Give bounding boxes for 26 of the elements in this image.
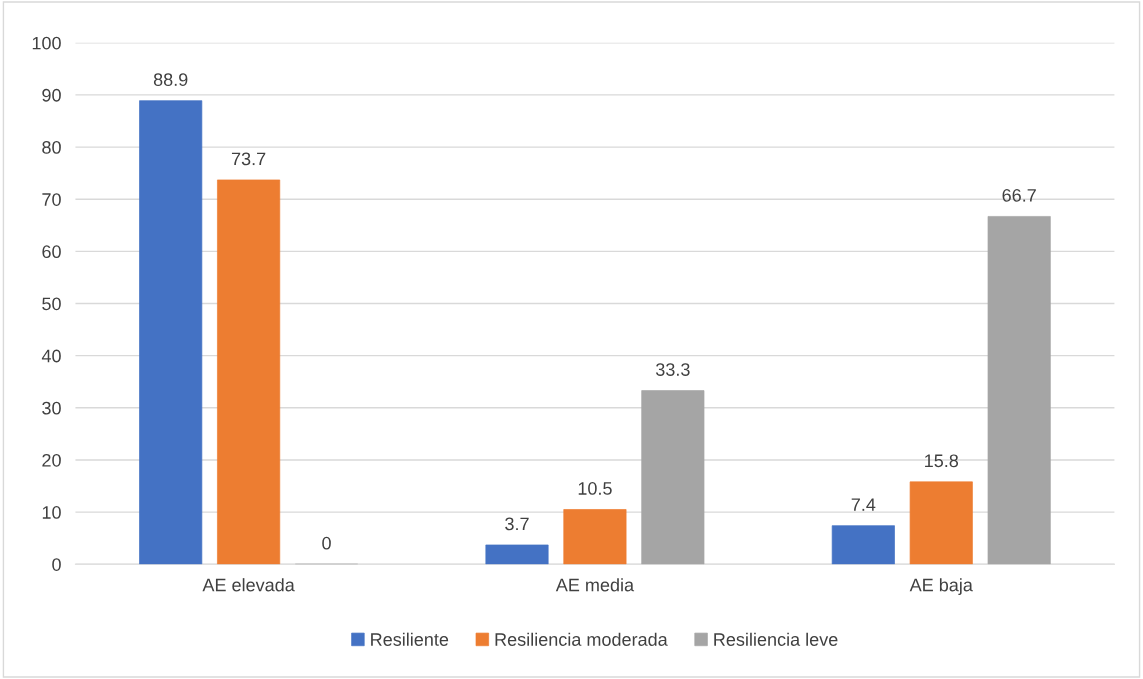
data-label: 15.8 — [925, 454, 959, 468]
legend-label: Resiliencia moderada — [495, 632, 668, 646]
y-tick-label: 100 — [32, 36, 61, 50]
x-tick-label: AE elevada — [202, 578, 295, 592]
legend-label: Resiliencia leve — [714, 632, 838, 646]
data-label: 88.9 — [153, 73, 188, 86]
y-tick-label: 60 — [42, 245, 61, 259]
y-tick-label: 50 — [42, 297, 61, 311]
y-tick-label: 20 — [42, 453, 61, 467]
data-label: 3.7 — [505, 517, 529, 531]
legend-label: Resiliente — [371, 632, 449, 646]
y-tick-label: 0 — [52, 558, 61, 571]
y-tick-label: 80 — [42, 141, 61, 154]
y-tick-label: 30 — [42, 401, 61, 415]
y-tick-label: 10 — [42, 506, 61, 519]
data-label: 0 — [322, 536, 331, 550]
y-tick-label: 70 — [42, 193, 61, 206]
data-label: 10.5 — [578, 482, 612, 495]
data-label: 7.4 — [851, 498, 876, 511]
x-tick-label: AE media — [555, 578, 635, 592]
data-label: 66.7 — [1002, 188, 1036, 202]
data-label: 33.3 — [655, 363, 690, 376]
x-tick-label: AE baja — [909, 578, 973, 595]
y-tick-label: 40 — [41, 349, 61, 363]
data-label: 73.7 — [231, 152, 266, 166]
y-tick-label: 90 — [42, 88, 61, 102]
